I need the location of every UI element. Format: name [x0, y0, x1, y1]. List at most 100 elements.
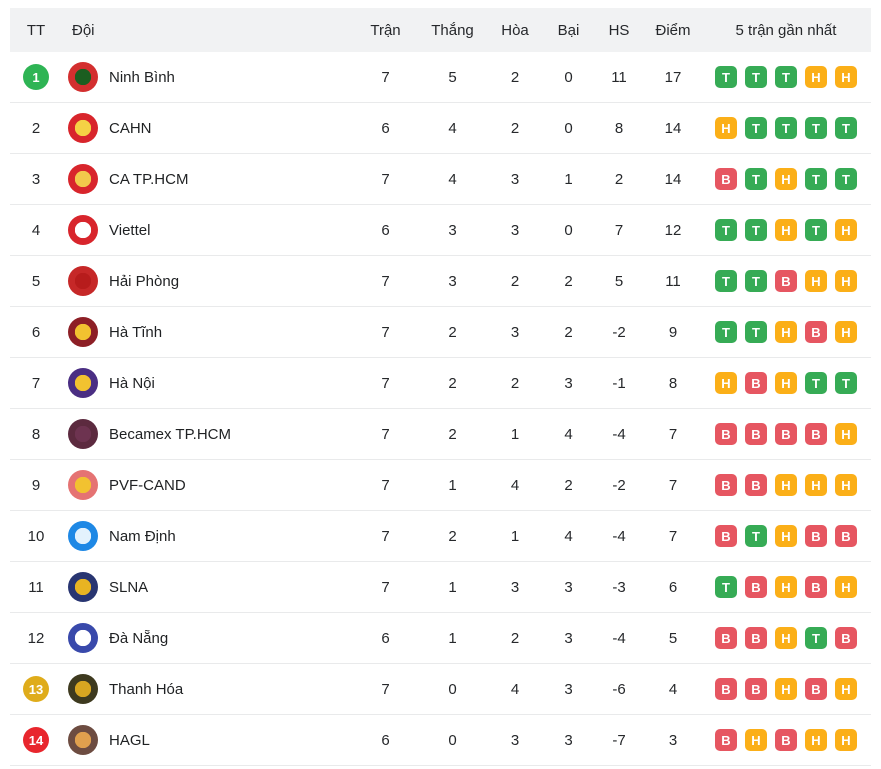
form-badge-loss[interactable]: B [715, 423, 737, 445]
form-badge-loss[interactable]: B [715, 729, 737, 751]
form-badge-draw[interactable]: H [775, 168, 797, 190]
form-badge-draw[interactable]: H [835, 729, 857, 751]
form-badge-loss[interactable]: B [805, 321, 827, 343]
team-logo [68, 62, 98, 92]
form-badge-draw[interactable]: H [805, 270, 827, 292]
form-badge-loss[interactable]: B [745, 474, 767, 496]
form-badge-loss[interactable]: B [715, 678, 737, 700]
form-badge-loss[interactable]: B [745, 678, 767, 700]
form-badge-draw[interactable]: H [835, 423, 857, 445]
form-badge-loss[interactable]: B [715, 525, 737, 547]
form-badge-draw[interactable]: H [745, 729, 767, 751]
form-badge-draw[interactable]: H [805, 66, 827, 88]
form-badge-win[interactable]: T [745, 117, 767, 139]
form-badge-draw[interactable]: H [775, 321, 797, 343]
form-badge-win[interactable]: T [805, 219, 827, 241]
form-badge-draw[interactable]: H [775, 474, 797, 496]
position-number: 10 [27, 527, 45, 545]
form-badge-win[interactable]: T [745, 219, 767, 241]
form-badge-loss[interactable]: B [775, 423, 797, 445]
form-badge-win[interactable]: T [745, 525, 767, 547]
form-badge-loss[interactable]: B [835, 525, 857, 547]
form-badge-win[interactable]: T [715, 219, 737, 241]
form-badge-draw[interactable]: H [775, 525, 797, 547]
form-badge-win[interactable]: T [835, 168, 857, 190]
form-badge-draw[interactable]: H [715, 117, 737, 139]
form-badge-loss[interactable]: B [745, 627, 767, 649]
form-badge-draw[interactable]: H [805, 729, 827, 751]
position-number: 5 [31, 272, 41, 290]
points-value: 14 [664, 170, 682, 188]
form-badge-loss[interactable]: B [715, 627, 737, 649]
form-badge-win[interactable]: T [835, 117, 857, 139]
form-badge-loss[interactable]: B [835, 627, 857, 649]
form-badge-draw[interactable]: H [715, 372, 737, 394]
form-badge-draw[interactable]: H [775, 627, 797, 649]
form-badge-win[interactable]: T [715, 321, 737, 343]
form-badge-loss[interactable]: B [715, 474, 737, 496]
form-badge-draw[interactable]: H [775, 372, 797, 394]
form-badge-draw[interactable]: H [835, 321, 857, 343]
form-badge-loss[interactable]: B [745, 576, 767, 598]
position-cell: 10 [10, 528, 62, 545]
team-logo [68, 623, 98, 653]
matches-played-value: 6 [381, 119, 390, 137]
goal-difference-value: 7 [614, 221, 624, 239]
form-badge-win[interactable]: T [805, 627, 827, 649]
form-badge-win[interactable]: T [715, 576, 737, 598]
form-badge-draw[interactable]: H [775, 219, 797, 241]
form-badge-draw[interactable]: H [835, 576, 857, 598]
form-badge-win[interactable]: T [805, 372, 827, 394]
form-badge-win[interactable]: T [745, 321, 767, 343]
form-badge-draw[interactable]: H [835, 219, 857, 241]
form-badge-draw[interactable]: H [835, 678, 857, 700]
form-badge-win[interactable]: T [805, 168, 827, 190]
form-badge-win[interactable]: T [715, 66, 737, 88]
form-badge-loss[interactable]: B [775, 729, 797, 751]
form-badge-loss[interactable]: B [745, 423, 767, 445]
form-badge-win[interactable]: T [745, 270, 767, 292]
draws-value: 2 [510, 119, 520, 137]
form-badge-win[interactable]: T [745, 168, 767, 190]
matches-played-value: 7 [381, 527, 390, 545]
form-badge-loss[interactable]: B [805, 678, 827, 700]
goal-difference-value: 11 [611, 68, 627, 86]
form-badge-draw[interactable]: H [805, 474, 827, 496]
goal-difference-value: -4 [612, 527, 626, 545]
team-logo [68, 470, 98, 500]
form-badge-draw[interactable]: H [835, 270, 857, 292]
form-badge-win[interactable]: T [775, 66, 797, 88]
form-badge-loss[interactable]: B [805, 576, 827, 598]
form-badge-win[interactable]: T [805, 117, 827, 139]
form-badge-loss[interactable]: B [745, 372, 767, 394]
form-badge-loss[interactable]: B [715, 168, 737, 190]
form-badge-win[interactable]: T [775, 117, 797, 139]
form-badge-win[interactable]: T [715, 270, 737, 292]
form-badge-draw[interactable]: H [775, 576, 797, 598]
form-badge-win[interactable]: T [745, 66, 767, 88]
matches-played-value: 7 [381, 323, 390, 341]
form-badge-win[interactable]: T [835, 372, 857, 394]
form-badge-loss[interactable]: B [805, 423, 827, 445]
form-badge-loss[interactable]: B [805, 525, 827, 547]
form-badge-loss[interactable]: B [775, 270, 797, 292]
form-badge-draw[interactable]: H [775, 678, 797, 700]
wins-value: 0 [448, 680, 457, 698]
points-value: 3 [668, 731, 678, 749]
form-badge-draw[interactable]: H [835, 474, 857, 496]
form-badge-draw[interactable]: H [835, 66, 857, 88]
